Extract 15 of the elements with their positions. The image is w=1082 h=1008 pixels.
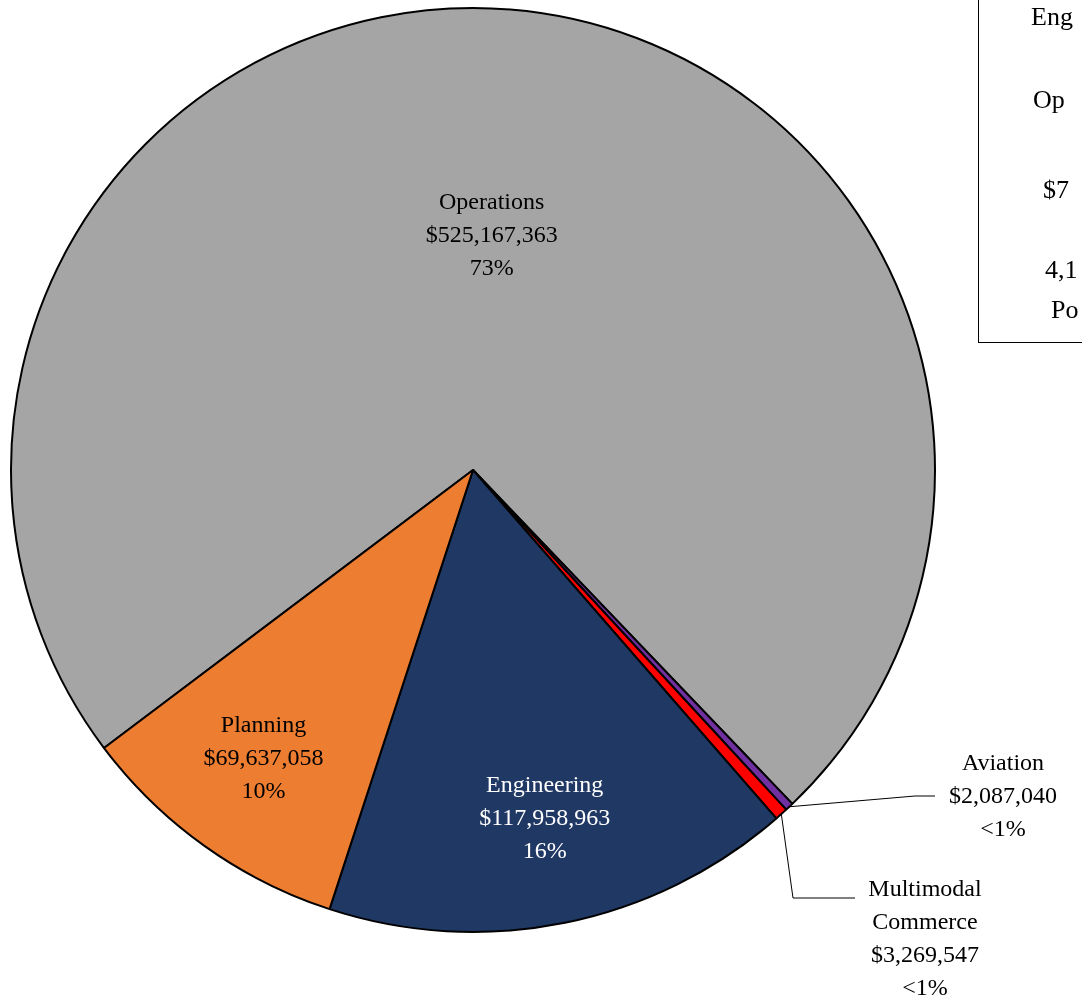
slice-label: Planning <box>220 711 307 738</box>
text: Po <box>1051 295 1079 325</box>
slice-label: Multimodal Commerce <box>868 875 982 935</box>
data-label: $117,958,963 16% <box>479 803 611 863</box>
text: 4,1 <box>1045 255 1078 285</box>
text: $7 <box>1043 175 1069 205</box>
data-label: $69,637,058 10% <box>203 744 324 804</box>
text: Eng <box>1031 2 1073 32</box>
slice-label: Aviation <box>961 749 1045 776</box>
text: Op <box>1033 85 1065 115</box>
slice-label: Operations <box>439 187 545 214</box>
data-label: $525,167,363 73% <box>425 220 558 280</box>
data-label: $2,087,040 <1% <box>949 782 1057 842</box>
slice-label: Engineering <box>486 770 604 797</box>
data-label: $3,269,547 <1% <box>871 941 979 1001</box>
